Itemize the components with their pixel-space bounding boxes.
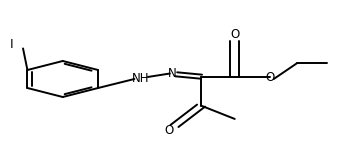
Text: N: N (168, 67, 177, 80)
Text: O: O (266, 71, 275, 84)
Text: O: O (164, 124, 174, 137)
Text: NH: NH (132, 72, 150, 85)
Text: I: I (10, 38, 13, 51)
Text: O: O (230, 28, 239, 41)
